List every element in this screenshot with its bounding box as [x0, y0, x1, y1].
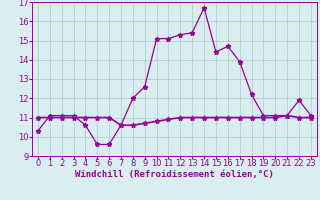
X-axis label: Windchill (Refroidissement éolien,°C): Windchill (Refroidissement éolien,°C) — [75, 170, 274, 179]
